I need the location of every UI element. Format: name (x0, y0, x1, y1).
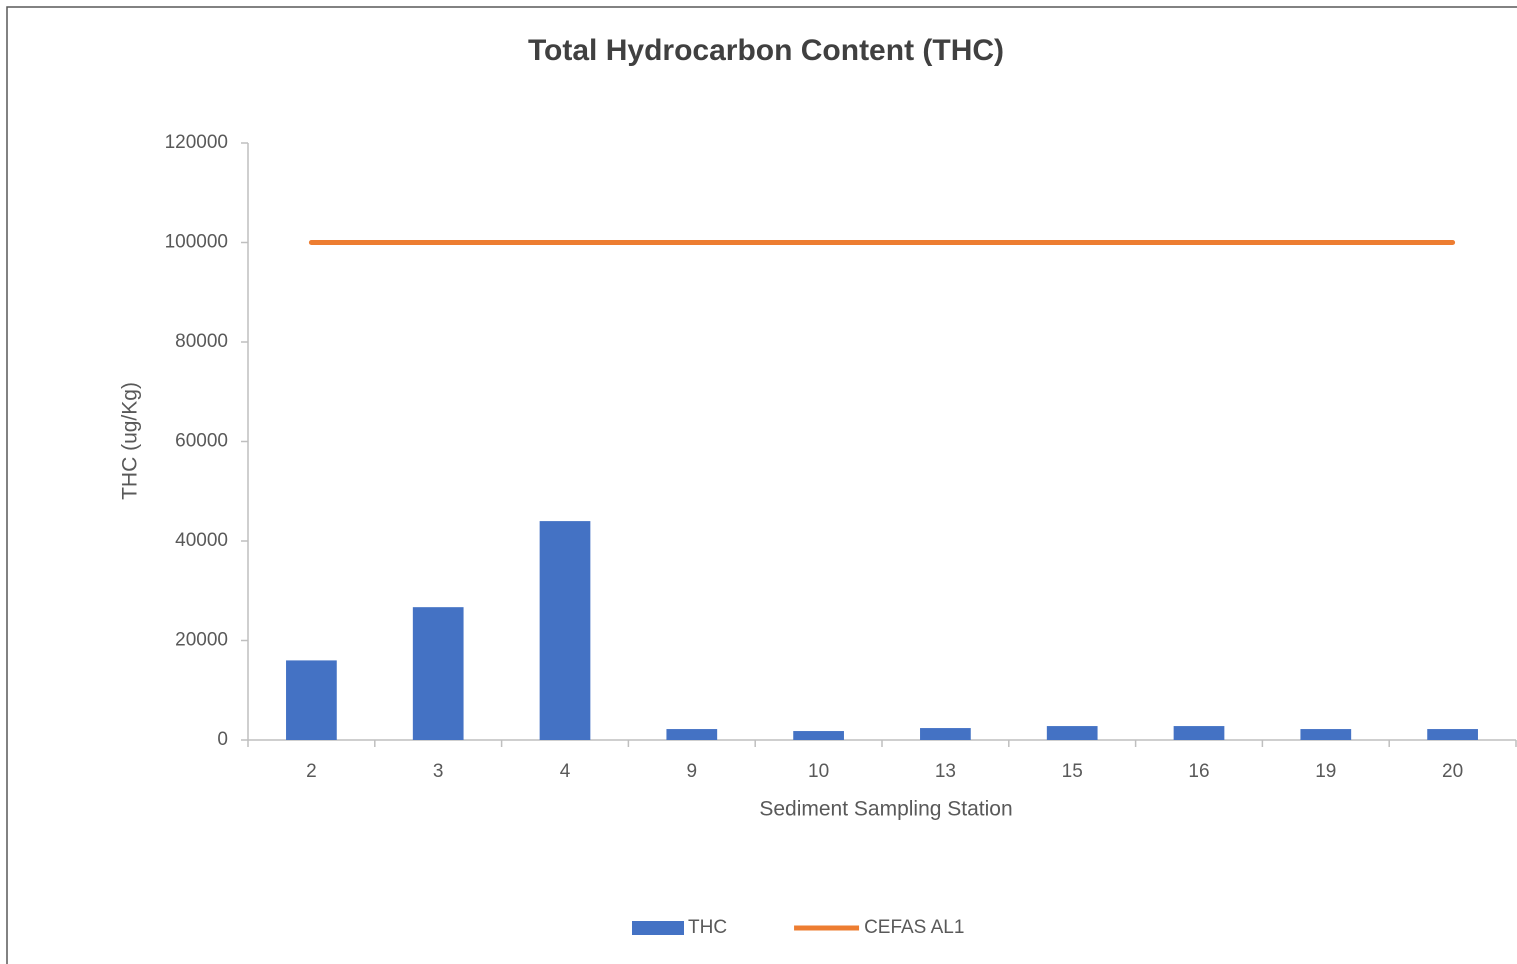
y-axis-title: THC (ug/Kg) (119, 382, 142, 500)
x-tick-label: 19 (1315, 761, 1336, 782)
x-tick-label: 2 (306, 761, 317, 782)
bar (666, 729, 718, 740)
x-tick-label: 13 (935, 761, 956, 782)
legend-label: CEFAS AL1 (864, 917, 964, 938)
legend-swatch (632, 921, 684, 935)
bar (793, 731, 844, 740)
x-tick-label: 10 (808, 761, 829, 782)
y-tick-label: 100000 (165, 232, 228, 253)
bar (286, 660, 337, 740)
x-tick-label: 15 (1062, 761, 1083, 782)
bar (412, 607, 464, 740)
y-tick-label: 20000 (175, 630, 228, 651)
bar (1427, 729, 1478, 740)
legend-label: THC (688, 917, 727, 938)
x-tick-label: 16 (1188, 761, 1209, 782)
x-tick-label: 4 (560, 761, 571, 782)
x-tick-label: 3 (433, 761, 444, 782)
bar (920, 728, 971, 740)
bar (539, 521, 591, 740)
x-axis-title: Sediment Sampling Station (759, 798, 1012, 821)
chart-border (6, 6, 1517, 964)
y-tick-label: 0 (217, 729, 228, 750)
y-tick-label: 60000 (175, 431, 228, 452)
y-tick-label: 80000 (175, 331, 228, 352)
x-tick-label: 20 (1442, 761, 1463, 782)
y-tick-label: 40000 (175, 530, 228, 551)
bar (1300, 729, 1352, 740)
y-tick-label: 120000 (165, 132, 228, 153)
bar (1173, 726, 1225, 740)
chart-title: Total Hydrocarbon Content (THC) (528, 34, 1004, 67)
x-tick-label: 9 (687, 761, 698, 782)
bar (1046, 726, 1098, 740)
